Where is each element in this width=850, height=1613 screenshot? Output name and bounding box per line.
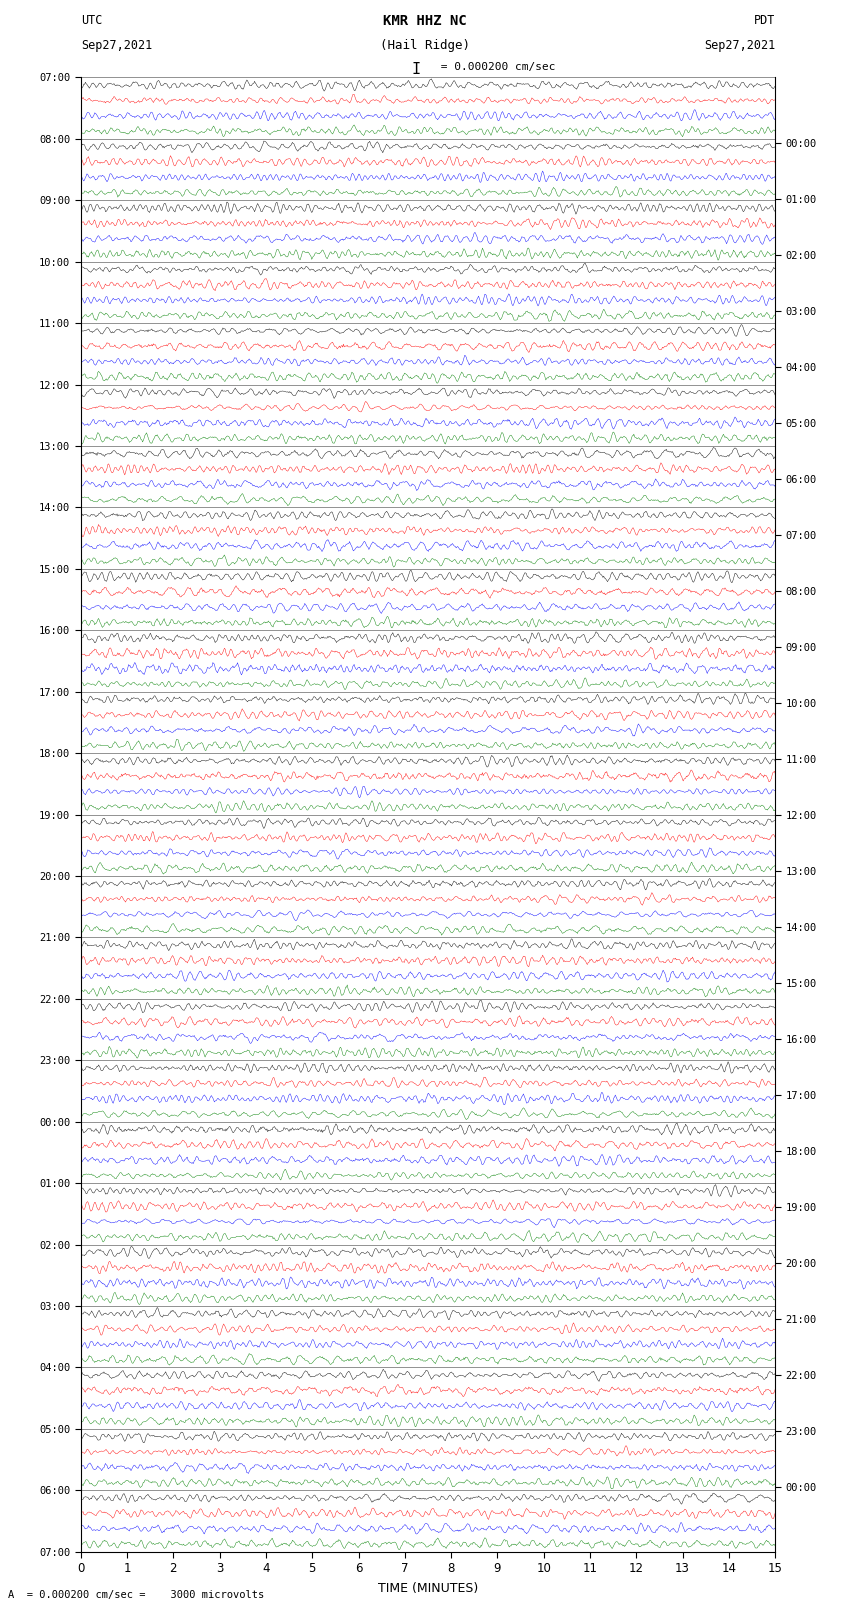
Text: A  = 0.000200 cm/sec =    3000 microvolts: A = 0.000200 cm/sec = 3000 microvolts xyxy=(8,1590,264,1600)
Text: Sep27,2021: Sep27,2021 xyxy=(81,39,152,52)
Text: (Hail Ridge): (Hail Ridge) xyxy=(380,39,470,52)
Text: UTC: UTC xyxy=(81,15,102,27)
Text: Sep27,2021: Sep27,2021 xyxy=(704,39,775,52)
Text: I: I xyxy=(412,61,421,77)
Text: KMR HHZ NC: KMR HHZ NC xyxy=(383,15,467,27)
Text: PDT: PDT xyxy=(754,15,775,27)
X-axis label: TIME (MINUTES): TIME (MINUTES) xyxy=(378,1582,478,1595)
Text: = 0.000200 cm/sec: = 0.000200 cm/sec xyxy=(434,61,555,73)
